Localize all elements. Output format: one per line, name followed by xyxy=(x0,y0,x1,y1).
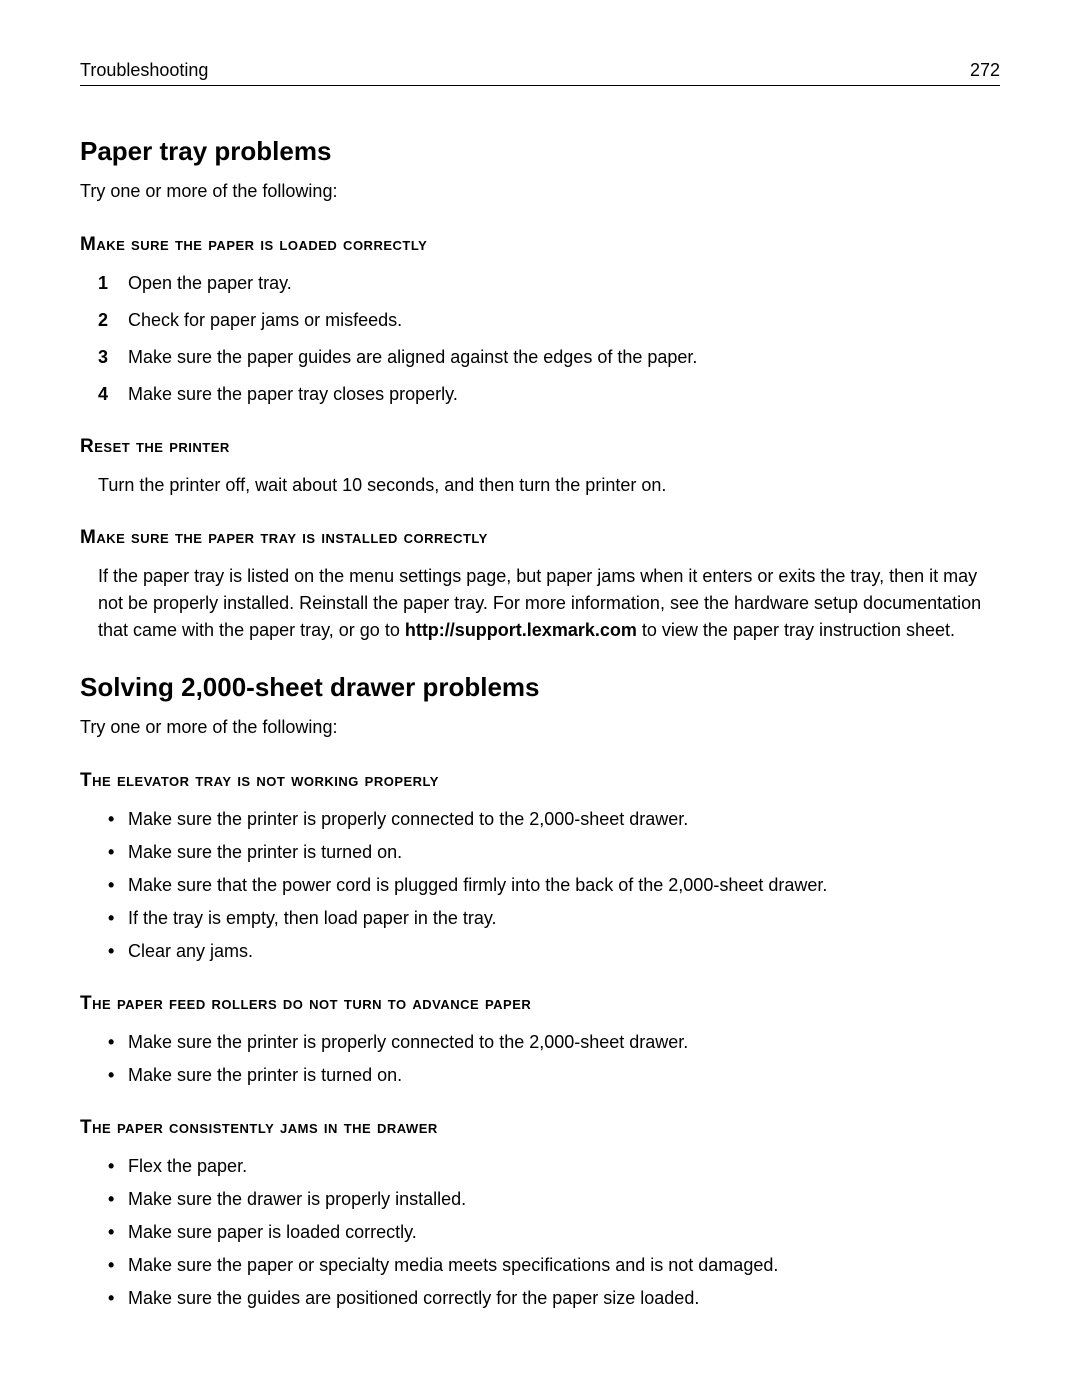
list-item: Make sure the guides are positioned corr… xyxy=(80,1285,1000,1312)
section-title: Paper tray problems xyxy=(80,136,1000,167)
list-item: 2Check for paper jams or misfeeds. xyxy=(80,307,1000,334)
list-item-text: Make sure the paper guides are aligned a… xyxy=(128,347,697,367)
list-item-text: Make sure the paper tray closes properly… xyxy=(128,384,458,404)
subsection-heading: Make sure the paper tray is installed co… xyxy=(80,527,1000,549)
subsection-heading: The elevator tray is not working properl… xyxy=(80,770,1000,792)
subsection: The paper feed rollers do not turn to ad… xyxy=(80,993,1000,1089)
bullet-list: Flex the paper. Make sure the drawer is … xyxy=(80,1153,1000,1312)
subsection: The elevator tray is not working properl… xyxy=(80,770,1000,965)
subsection: The paper consistently jams in the drawe… xyxy=(80,1117,1000,1312)
document-page: Troubleshooting 272 Paper tray problems … xyxy=(0,0,1080,1400)
section-intro: Try one or more of the following: xyxy=(80,717,1000,738)
subsection: Reset the printer Turn the printer off, … xyxy=(80,436,1000,499)
subsection-heading: Reset the printer xyxy=(80,436,1000,458)
subsection-heading: The paper consistently jams in the drawe… xyxy=(80,1117,1000,1139)
subsection: Make sure the paper tray is installed co… xyxy=(80,527,1000,644)
subsection-heading: Make sure the paper is loaded correctly xyxy=(80,234,1000,256)
numbered-list: 1Open the paper tray. 2Check for paper j… xyxy=(80,270,1000,408)
list-item: Clear any jams. xyxy=(80,938,1000,965)
list-item: Make sure the printer is properly connec… xyxy=(80,1029,1000,1056)
section-intro: Try one or more of the following: xyxy=(80,181,1000,202)
list-item: 1Open the paper tray. xyxy=(80,270,1000,297)
list-item: Flex the paper. xyxy=(80,1153,1000,1180)
list-item: Make sure the paper or specialty media m… xyxy=(80,1252,1000,1279)
list-item: Make sure that the power cord is plugged… xyxy=(80,872,1000,899)
list-item: If the tray is empty, then load paper in… xyxy=(80,905,1000,932)
list-item: Make sure the printer is properly connec… xyxy=(80,806,1000,833)
header-section-name: Troubleshooting xyxy=(80,60,208,81)
list-item-text: Check for paper jams or misfeeds. xyxy=(128,310,402,330)
bullet-list: Make sure the printer is properly connec… xyxy=(80,806,1000,965)
page-header: Troubleshooting 272 xyxy=(80,60,1000,86)
list-item: Make sure paper is loaded correctly. xyxy=(80,1219,1000,1246)
bullet-list: Make sure the printer is properly connec… xyxy=(80,1029,1000,1089)
list-item-text: Open the paper tray. xyxy=(128,273,292,293)
list-item: Make sure the printer is turned on. xyxy=(80,1062,1000,1089)
support-url: http://support.lexmark.com xyxy=(405,620,637,640)
list-item: Make sure the printer is turned on. xyxy=(80,839,1000,866)
subsection: Make sure the paper is loaded correctly … xyxy=(80,234,1000,408)
list-item: Make sure the drawer is properly install… xyxy=(80,1186,1000,1213)
list-item: 3Make sure the paper guides are aligned … xyxy=(80,344,1000,371)
header-page-number: 272 xyxy=(970,60,1000,81)
list-item: 4Make sure the paper tray closes properl… xyxy=(80,381,1000,408)
section-title: Solving 2,000-sheet drawer problems xyxy=(80,672,1000,703)
paragraph-text-post: to view the paper tray instruction sheet… xyxy=(637,620,955,640)
subsection-heading: The paper feed rollers do not turn to ad… xyxy=(80,993,1000,1015)
body-paragraph: Turn the printer off, wait about 10 seco… xyxy=(80,472,1000,499)
body-paragraph: If the paper tray is listed on the menu … xyxy=(80,563,1000,644)
